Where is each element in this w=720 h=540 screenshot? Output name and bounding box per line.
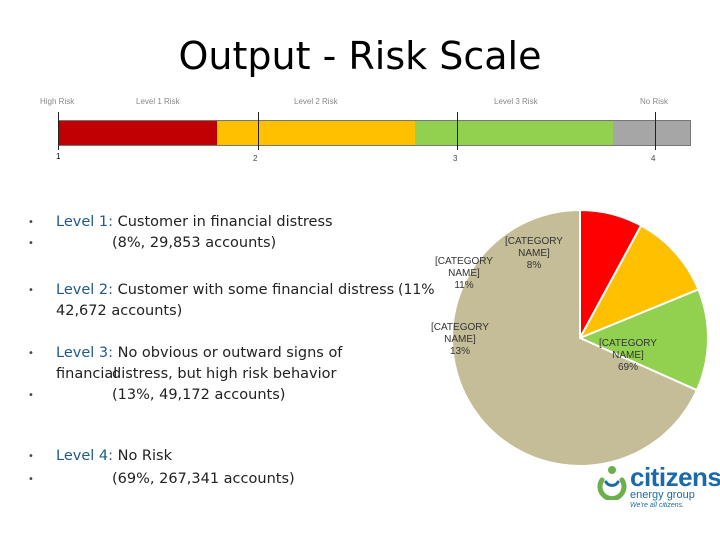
level-4-text: No Risk bbox=[117, 448, 172, 464]
pie-slice bbox=[577, 224, 700, 340]
stray-percent-text: (11% bbox=[398, 282, 435, 298]
pie-slice-label: [CATEGORY bbox=[435, 256, 493, 267]
level-3-text: No obvious or outward signs of financial bbox=[56, 345, 343, 382]
pie-slice-label: NAME] bbox=[448, 268, 480, 279]
scale-label-level-2: Level 2 Risk bbox=[294, 97, 338, 106]
level-2-name: Level 2: bbox=[56, 282, 113, 298]
segment-high-risk bbox=[59, 121, 217, 145]
tick-mark-1 bbox=[58, 112, 59, 150]
tick-number-3: 3 bbox=[453, 154, 458, 163]
pie-slice-label: [CATEGORY bbox=[505, 236, 563, 247]
scale-label-high-risk: High Risk bbox=[40, 97, 75, 106]
scale-label-no-risk: No Risk bbox=[640, 97, 669, 106]
pie-slice bbox=[451, 208, 699, 467]
level-2-text: Customer with some financial distress bbox=[117, 282, 395, 298]
logo-wordmark: citizens bbox=[630, 462, 720, 492]
scale-label-level-3: Level 3 Risk bbox=[494, 97, 538, 106]
logo-tagline: We're all citizens. bbox=[630, 502, 685, 509]
level-1-text: Customer in financial distress bbox=[117, 214, 333, 230]
level-3-detail: (13%, 49,172 accounts) bbox=[112, 387, 286, 403]
level-3-name: Level 3: bbox=[56, 345, 113, 361]
tick-mark-2 bbox=[258, 112, 259, 150]
slide-title: Output - Risk Scale bbox=[178, 34, 542, 78]
scale-label-level-1: Level 1 Risk bbox=[136, 97, 180, 106]
tick-mark-4 bbox=[655, 112, 656, 150]
bullet-icon: • bbox=[28, 285, 34, 296]
pie-slice-percent: 69% bbox=[618, 362, 638, 373]
citizens-energy-logo: citizens energy group We're all citizens… bbox=[596, 462, 720, 514]
risk-scale: High Risk Level 1 Risk Level 2 Risk Leve… bbox=[36, 92, 691, 172]
risk-scale-bar bbox=[58, 120, 691, 146]
pie-slice-label: [CATEGORY bbox=[599, 338, 657, 349]
segment-level-3 bbox=[414, 121, 614, 145]
pie-slice bbox=[577, 288, 709, 392]
level-1-detail: (8%, 29,853 accounts) bbox=[112, 235, 277, 251]
bullet-icon: • bbox=[28, 390, 34, 401]
tick-number-2: 2 bbox=[253, 154, 258, 163]
logo-swirl-icon bbox=[597, 466, 627, 500]
level-2-detail: 42,672 accounts) bbox=[56, 303, 183, 319]
pie-slice-label: NAME] bbox=[518, 248, 550, 259]
segment-no-risk bbox=[613, 121, 690, 145]
bullet-icon: • bbox=[28, 238, 34, 249]
tick-number-1: 1 bbox=[56, 152, 61, 161]
segment-level-2 bbox=[216, 121, 415, 145]
tick-mark-3 bbox=[457, 112, 458, 150]
level-4-detail: (69%, 267,341 accounts) bbox=[112, 471, 295, 487]
pie-slice-label: NAME] bbox=[444, 334, 476, 345]
bullet-icon: • bbox=[28, 217, 34, 228]
risk-pie-chart: [CATEGORYNAME]8%[CATEGORYNAME]11%[CATEGO… bbox=[431, 208, 709, 467]
level-3-text-continued: distress, but high risk behavior bbox=[112, 366, 337, 382]
logo-subtitle: energy group bbox=[630, 489, 695, 501]
pie-slice-percent: 11% bbox=[454, 280, 473, 291]
level-4-name: Level 4: bbox=[56, 448, 113, 464]
bullet-icon: • bbox=[28, 451, 34, 462]
tick-number-4: 4 bbox=[651, 154, 656, 163]
pie-slice-label: [CATEGORY bbox=[431, 322, 489, 333]
bullet-icon: • bbox=[28, 474, 34, 485]
pie-slice-percent: 8% bbox=[527, 260, 542, 271]
pie-slice-label: NAME] bbox=[612, 350, 644, 361]
bullet-icon: • bbox=[28, 348, 34, 359]
level-1-name: Level 1: bbox=[56, 214, 113, 230]
pie-slice-percent: 13% bbox=[450, 346, 470, 357]
